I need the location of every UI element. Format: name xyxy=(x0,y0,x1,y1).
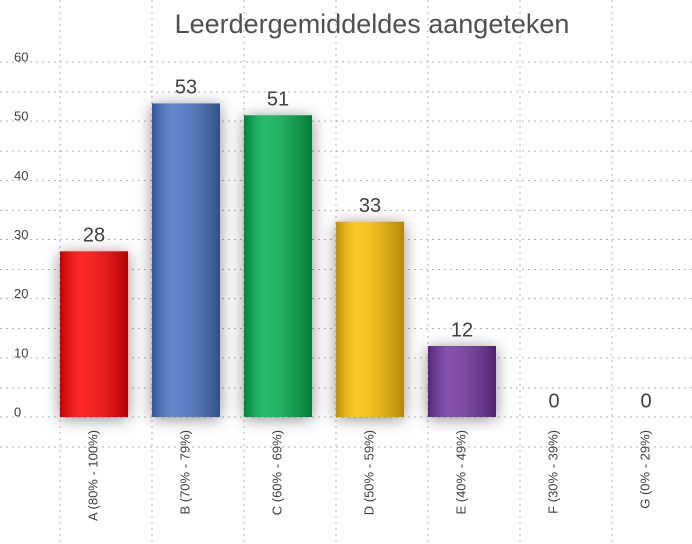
value-label: 28 xyxy=(83,225,105,247)
x-tick-label: E (40% - 49%) xyxy=(453,430,468,515)
y-tick-label: 30 xyxy=(14,227,28,242)
y-tick-label: 10 xyxy=(14,345,28,360)
y-tick-label: 20 xyxy=(14,286,28,301)
x-tick-label: A (80% - 100%) xyxy=(85,430,100,521)
value-label: 0 xyxy=(640,390,651,412)
x-tick-label: F (30% - 39%) xyxy=(545,430,560,514)
y-tick-label: 40 xyxy=(14,168,28,183)
x-tick-label: C (60% - 69%) xyxy=(269,430,284,515)
y-tick-label: 0 xyxy=(14,404,21,419)
bar-shade xyxy=(244,115,312,417)
bar-shade xyxy=(428,346,496,417)
chart-title: Leerdergemiddeldes aangeteken xyxy=(175,9,570,39)
value-label: 0 xyxy=(548,390,559,412)
bar-shade xyxy=(60,251,128,417)
value-label: 12 xyxy=(451,319,473,341)
bar-shade xyxy=(152,103,220,418)
y-tick-label: 50 xyxy=(14,109,28,124)
bar-shade xyxy=(336,221,404,417)
value-label: 51 xyxy=(267,89,289,111)
value-label: 33 xyxy=(359,195,381,217)
value-label: 53 xyxy=(175,77,197,99)
y-tick-label: 60 xyxy=(14,49,28,64)
x-tick-label: D (50% - 59%) xyxy=(361,430,376,515)
x-tick-label: G (0% - 29%) xyxy=(637,430,652,509)
x-tick-label: B (70% - 79%) xyxy=(177,430,192,515)
